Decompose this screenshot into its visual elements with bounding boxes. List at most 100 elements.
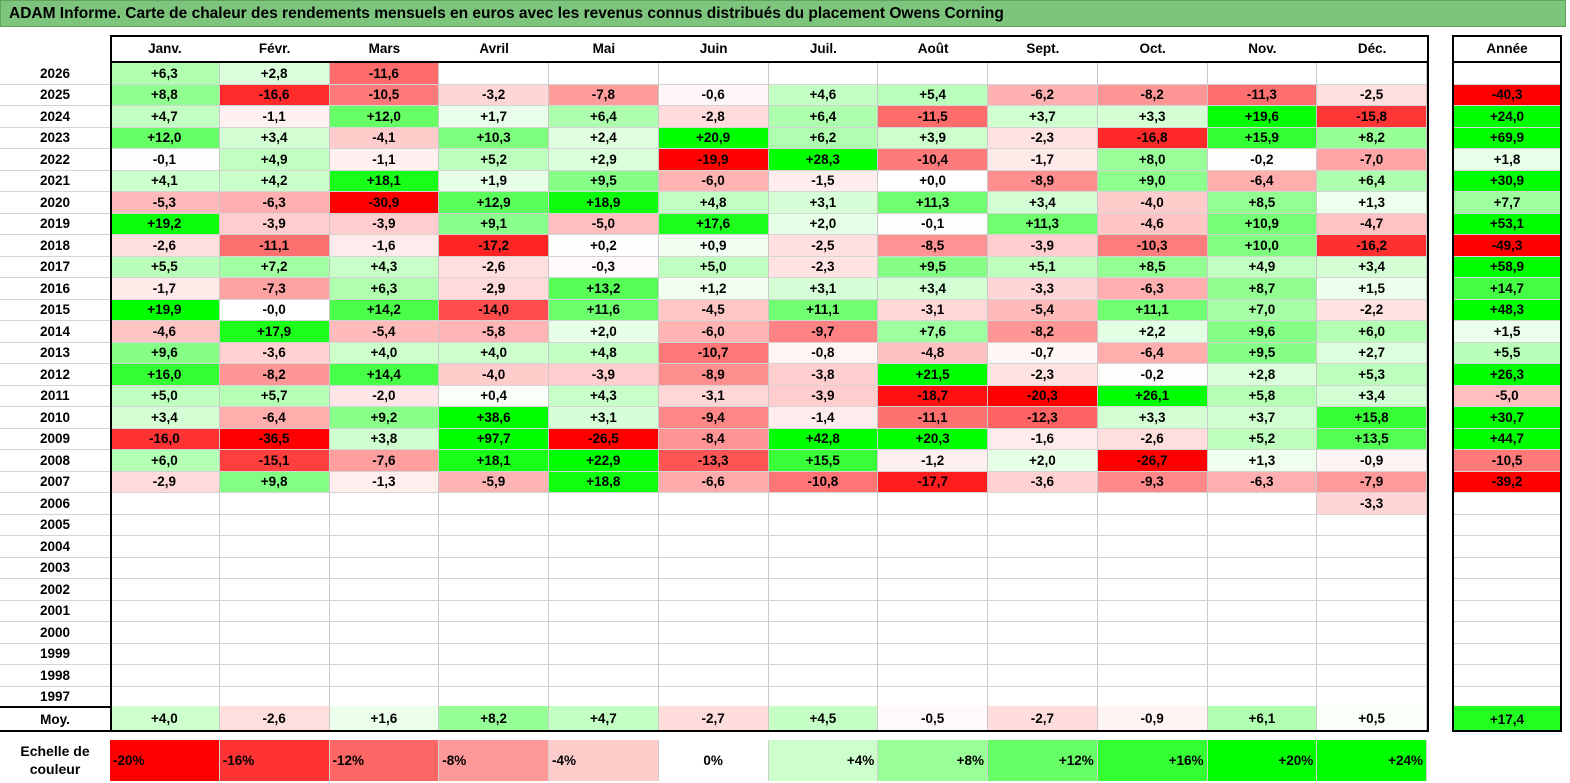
average-cell: -2,7 bbox=[658, 706, 769, 732]
heat-cell bbox=[329, 579, 440, 601]
heat-cell bbox=[1097, 643, 1208, 665]
heat-cell: +28,3 bbox=[768, 149, 879, 171]
heat-cell: +16,0 bbox=[110, 364, 220, 386]
heat-cell bbox=[1097, 665, 1208, 687]
heat-cell: +2,0 bbox=[549, 321, 659, 343]
year-total-header: Année bbox=[1452, 35, 1562, 63]
year-total-cell: -5,0 bbox=[1452, 385, 1562, 407]
heat-cell: +17,9 bbox=[219, 321, 330, 343]
heat-cell bbox=[1097, 536, 1208, 558]
year-total-cell: +7,7 bbox=[1452, 192, 1562, 214]
average-cell: +0,5 bbox=[1317, 706, 1427, 732]
heat-cell: +10,9 bbox=[1207, 213, 1318, 235]
heat-cell bbox=[658, 536, 769, 558]
heat-cell bbox=[878, 493, 988, 515]
year-label: 2022 bbox=[0, 149, 110, 171]
heat-cell bbox=[439, 665, 549, 687]
heat-cell bbox=[1207, 63, 1318, 85]
heat-cell bbox=[768, 63, 879, 85]
year-label: 2021 bbox=[0, 171, 110, 192]
heat-cell bbox=[1207, 514, 1318, 536]
heat-cell bbox=[439, 514, 549, 536]
heat-cell: -3,6 bbox=[219, 342, 330, 364]
heat-cell: -3,6 bbox=[988, 471, 1098, 493]
heat-cell: -18,7 bbox=[878, 385, 988, 407]
heat-cell: +3,4 bbox=[988, 192, 1098, 214]
heat-cell: +4,8 bbox=[549, 342, 659, 364]
color-scale-swatch: +12% bbox=[988, 740, 1098, 781]
heat-cell: +1,3 bbox=[1317, 192, 1427, 214]
heat-cell: +9,8 bbox=[219, 471, 330, 493]
year-label: 2014 bbox=[0, 321, 110, 343]
heat-cell: -11,3 bbox=[1207, 84, 1318, 106]
average-cell: -0,9 bbox=[1097, 706, 1208, 732]
year-total-cell bbox=[1452, 600, 1562, 622]
heat-cell: -6,4 bbox=[219, 407, 330, 429]
heat-cell: +4,0 bbox=[329, 342, 440, 364]
heat-cell: +5,1 bbox=[988, 256, 1098, 278]
heat-cell: +13,2 bbox=[549, 278, 659, 300]
heat-cell bbox=[219, 600, 330, 622]
heat-cell: -10,5 bbox=[329, 84, 440, 106]
heat-cell bbox=[658, 665, 769, 687]
heat-cell bbox=[658, 622, 769, 644]
heat-cell: +1,2 bbox=[658, 278, 769, 300]
heat-cell: +12,0 bbox=[110, 127, 220, 149]
heat-cell bbox=[1097, 686, 1208, 708]
color-scale-swatch: -8% bbox=[439, 740, 549, 781]
heat-cell: +9,0 bbox=[1097, 170, 1208, 192]
heat-cell bbox=[878, 665, 988, 687]
year-total-cell: +48,3 bbox=[1452, 299, 1562, 321]
color-scale-label: Echelle de couleur bbox=[20, 743, 90, 777]
heat-cell bbox=[219, 622, 330, 644]
heat-cell bbox=[329, 622, 440, 644]
heat-cell: +22,9 bbox=[549, 450, 659, 472]
month-header: Janv. bbox=[110, 35, 220, 63]
heat-cell: -4,1 bbox=[329, 127, 440, 149]
heat-cell bbox=[329, 557, 440, 579]
heat-cell: -20,3 bbox=[988, 385, 1098, 407]
heat-cell: -1,7 bbox=[110, 278, 220, 300]
color-scale-swatch: -4% bbox=[549, 740, 659, 781]
chart-title: ADAM Informe. Carte de chaleur des rende… bbox=[0, 0, 1566, 27]
heat-cell: +18,1 bbox=[439, 450, 549, 472]
color-scale-swatch: 0% bbox=[658, 740, 769, 781]
year-label: 2004 bbox=[0, 536, 110, 558]
heat-cell: -9,4 bbox=[658, 407, 769, 429]
heat-cell: +2,2 bbox=[1097, 321, 1208, 343]
heat-cell: -6,3 bbox=[1207, 471, 1318, 493]
heat-cell: +3,8 bbox=[329, 428, 440, 450]
heat-cell bbox=[1317, 643, 1427, 665]
heat-cell bbox=[1097, 622, 1208, 644]
heat-cell bbox=[878, 557, 988, 579]
heat-cell bbox=[1097, 63, 1208, 85]
heat-cell: +6,0 bbox=[110, 450, 220, 472]
heat-cell: +5,5 bbox=[110, 256, 220, 278]
heat-cell: +2,0 bbox=[768, 213, 879, 235]
heat-cell: -0,3 bbox=[549, 256, 659, 278]
heat-cell bbox=[988, 514, 1098, 536]
color-scale-swatch: +16% bbox=[1097, 740, 1208, 781]
heat-cell bbox=[110, 557, 220, 579]
year-total-cell: +5,5 bbox=[1452, 342, 1562, 364]
heat-cell: +8,7 bbox=[1207, 278, 1318, 300]
heat-cell: -3,3 bbox=[1317, 493, 1427, 515]
heat-cell bbox=[658, 63, 769, 85]
year-total-cell: -39,2 bbox=[1452, 471, 1562, 493]
heat-cell: -5,9 bbox=[439, 471, 549, 493]
heat-cell bbox=[329, 643, 440, 665]
heat-cell: -3,3 bbox=[988, 278, 1098, 300]
heat-cell: -10,7 bbox=[658, 342, 769, 364]
year-total-cell bbox=[1452, 63, 1562, 85]
heat-cell bbox=[768, 493, 879, 515]
year-label: 2024 bbox=[0, 106, 110, 128]
heat-cell: +20,3 bbox=[878, 428, 988, 450]
heat-cell: -7,3 bbox=[219, 278, 330, 300]
heat-cell: +18,1 bbox=[329, 170, 440, 192]
month-header: Juil. bbox=[768, 35, 879, 63]
heat-cell: +11,3 bbox=[988, 213, 1098, 235]
heat-cell bbox=[768, 643, 879, 665]
heat-cell: +3,3 bbox=[1097, 407, 1208, 429]
month-header: Déc. bbox=[1317, 35, 1427, 63]
heat-cell bbox=[439, 493, 549, 515]
